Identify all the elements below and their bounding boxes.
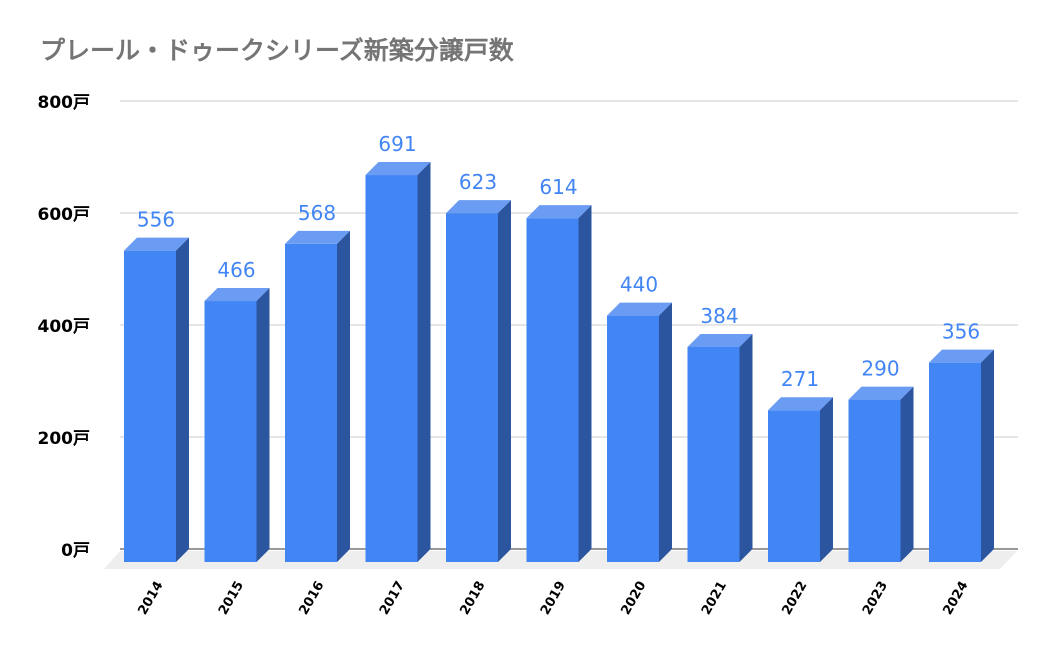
data-label: 356 <box>942 320 980 344</box>
y-tick-label: 600戸 <box>38 205 91 225</box>
data-label: 556 <box>137 208 175 232</box>
x-tick-label: 2022 <box>779 579 810 618</box>
x-tick-label: 2024 <box>940 579 971 618</box>
bar-2023: 290 <box>848 357 914 562</box>
data-label: 614 <box>539 175 577 199</box>
bar-2021: 384 <box>687 304 753 562</box>
y-tick-label: 200戸 <box>38 429 91 449</box>
bar-2017: 691 <box>365 132 431 563</box>
x-tick-label: 2023 <box>860 579 891 618</box>
data-label: 691 <box>378 132 416 156</box>
bar-2015: 466 <box>204 258 270 562</box>
data-label: 568 <box>298 201 336 225</box>
y-tick-label: 0戸 <box>61 541 90 561</box>
data-label: 466 <box>217 258 255 282</box>
y-tick-label: 800戸 <box>38 93 91 113</box>
x-tick-label: 2019 <box>538 579 569 618</box>
x-tick-label: 2017 <box>377 579 408 618</box>
y-tick-label: 400戸 <box>38 317 91 337</box>
x-tick-label: 2020 <box>618 579 649 618</box>
bar-2019: 614 <box>526 175 592 562</box>
data-label: 384 <box>700 304 738 328</box>
bar-2024: 356 <box>929 320 994 562</box>
bar-2018: 623 <box>446 170 511 562</box>
data-label: 271 <box>781 367 819 391</box>
x-tick-label: 2021 <box>699 579 730 618</box>
bar-2022: 271 <box>768 367 833 562</box>
x-tick-label: 2015 <box>216 579 247 618</box>
data-label: 290 <box>861 357 899 381</box>
chart-title: プレール・ドゥークシリーズ新築分譲戸数 <box>40 36 514 65</box>
data-label: 440 <box>620 273 658 297</box>
data-label: 623 <box>459 170 497 194</box>
bar-2020: 440 <box>607 273 672 562</box>
x-tick-label: 2014 <box>135 579 166 618</box>
x-tick-label: 2018 <box>457 579 488 618</box>
bar-2014: 556 <box>124 208 189 562</box>
x-tick-label: 2016 <box>296 579 327 618</box>
bar-2016: 568 <box>285 201 350 563</box>
